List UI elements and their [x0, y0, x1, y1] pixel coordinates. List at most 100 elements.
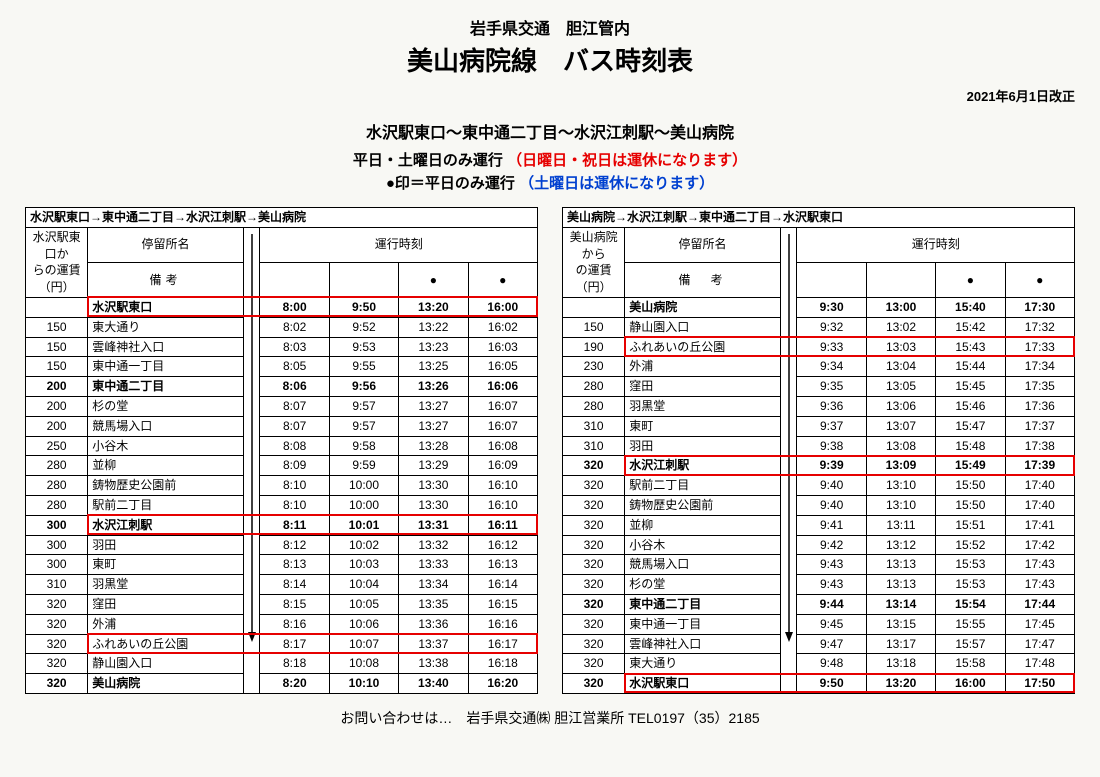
stop-cell: 並柳 [88, 456, 244, 476]
time-cell: 9:43 [797, 555, 866, 575]
time-cell: 8:13 [260, 555, 329, 575]
stop-cell: 東町 [625, 416, 781, 436]
time-cell: 16:07 [468, 396, 537, 416]
time-cell: 15:53 [936, 555, 1005, 575]
time-cell: 16:14 [468, 575, 537, 595]
fare-cell: 280 [563, 396, 625, 416]
time-cell: 17:45 [1005, 614, 1074, 634]
stop-cell: 駅前二丁目 [625, 476, 781, 496]
time-cell: 17:43 [1005, 555, 1074, 575]
time-cell: 13:02 [866, 317, 935, 337]
time-cell: 13:06 [866, 396, 935, 416]
stop-cell: 外浦 [88, 614, 244, 634]
time-cell: 9:42 [797, 535, 866, 555]
fare-cell: 320 [26, 594, 88, 614]
table-row: 320杉の堂9:4313:1315:5317:43 [563, 575, 1075, 595]
fare-cell: 150 [26, 357, 88, 377]
notice-weekday-black: 平日・土曜日のみ運行 [353, 152, 503, 169]
time-cell: 15:52 [936, 535, 1005, 555]
time-cell: 15:45 [936, 377, 1005, 397]
time-cell: 13:15 [866, 614, 935, 634]
time-cell: 8:16 [260, 614, 329, 634]
time-cell: 16:20 [468, 674, 537, 694]
stop-cell: 東中通二丁目 [625, 594, 781, 614]
time-cell: 9:36 [797, 396, 866, 416]
time-cell: 13:10 [866, 476, 935, 496]
table-row: 320東中通二丁目9:4413:1415:5417:44 [563, 594, 1075, 614]
stop-cell: ふれあいの丘公園 [88, 634, 244, 654]
time-cell: 16:13 [468, 555, 537, 575]
time-cell: 8:00 [260, 297, 329, 317]
table-title: 美山病院→水沢江刺駅→東中通二丁目→水沢駅東口 [563, 208, 1075, 228]
inbound-table-block: 美山病院→水沢江刺駅→東中通二丁目→水沢駅東口美山病院からの運賃（円）停留所名運… [562, 207, 1075, 694]
time-cell: 10:08 [329, 654, 398, 674]
fare-cell: 300 [26, 535, 88, 555]
time-cell: 13:11 [866, 515, 935, 535]
time-cell: 15:43 [936, 337, 1005, 357]
fare-cell: 300 [26, 515, 88, 535]
remark-header: 備 考 [625, 262, 781, 297]
tables-container: 水沢駅東口→東中通二丁目→水沢江刺駅→美山病院水沢駅東口からの運賃（円）停留所名… [25, 207, 1075, 694]
time-cell: 13:14 [866, 594, 935, 614]
time-cell: 9:32 [797, 317, 866, 337]
remark-header: 備考 [88, 262, 244, 297]
stop-cell: 杉の堂 [88, 396, 244, 416]
stop-cell: 鋳物歴史公園前 [625, 495, 781, 515]
time-header: 運行時刻 [260, 227, 538, 262]
col-mark [866, 262, 935, 297]
fare-cell: 320 [563, 614, 625, 634]
fare-cell: 280 [26, 456, 88, 476]
revision-date: 2021年6月1日改正 [25, 86, 1075, 105]
time-cell: 9:38 [797, 436, 866, 456]
fare-cell: 310 [26, 575, 88, 595]
route-description: 水沢駅東口〜東中通二丁目〜水沢江刺駅〜美山病院 [25, 119, 1075, 143]
table-row: 320競馬場入口9:4313:1315:5317:43 [563, 555, 1075, 575]
time-cell: 17:50 [1005, 674, 1074, 694]
time-cell: 8:10 [260, 476, 329, 496]
time-cell: 8:18 [260, 654, 329, 674]
fare-cell: 150 [26, 337, 88, 357]
stop-cell: 雲峰神社入口 [625, 634, 781, 654]
time-cell: 9:50 [797, 674, 866, 694]
time-cell: 8:06 [260, 377, 329, 397]
time-cell: 9:40 [797, 495, 866, 515]
notice-dot-black: ●印＝平日のみ運行 [386, 175, 515, 192]
fare-cell: 320 [563, 575, 625, 595]
time-cell: 13:18 [866, 654, 935, 674]
fare-cell: 280 [26, 495, 88, 515]
table-row: 320窪田8:1510:0513:3516:15 [26, 594, 538, 614]
time-cell: 13:17 [866, 634, 935, 654]
table-row: 320並柳9:4113:1115:5117:41 [563, 515, 1075, 535]
fare-cell: 320 [563, 476, 625, 496]
time-cell: 8:07 [260, 396, 329, 416]
stop-cell: 小谷木 [625, 535, 781, 555]
stop-cell: 美山病院 [625, 297, 781, 317]
fare-cell: 310 [563, 436, 625, 456]
time-cell: 8:14 [260, 575, 329, 595]
time-cell: 9:40 [797, 476, 866, 496]
table-row: 320ふれあいの丘公園8:1710:0713:3716:17 [26, 634, 538, 654]
col-mark [329, 262, 398, 297]
stop-cell: 静山園入口 [88, 654, 244, 674]
fare-cell [26, 297, 88, 317]
stop-cell: 水沢駅東口 [88, 297, 244, 317]
stop-cell: 東大通り [625, 654, 781, 674]
stop-cell: 並柳 [625, 515, 781, 535]
time-cell: 13:10 [866, 495, 935, 515]
time-cell: 10:04 [329, 575, 398, 595]
time-cell: 8:08 [260, 436, 329, 456]
fare-cell: 150 [563, 317, 625, 337]
time-cell: 10:10 [329, 674, 398, 694]
time-cell: 17:43 [1005, 575, 1074, 595]
time-cell: 17:32 [1005, 317, 1074, 337]
table-row: 150東大通り8:029:5213:2216:02 [26, 317, 538, 337]
time-cell: 13:29 [399, 456, 468, 476]
page-header: 岩手県交通 胆江管内 美山病院線 バス時刻表 [25, 15, 1075, 78]
time-cell: 16:15 [468, 594, 537, 614]
fare-cell: 320 [563, 535, 625, 555]
table-row: 320雲峰神社入口9:4713:1715:5717:47 [563, 634, 1075, 654]
stop-cell: 東中通一丁目 [88, 357, 244, 377]
time-cell: 9:35 [797, 377, 866, 397]
time-cell: 13:27 [399, 396, 468, 416]
time-cell: 15:44 [936, 357, 1005, 377]
